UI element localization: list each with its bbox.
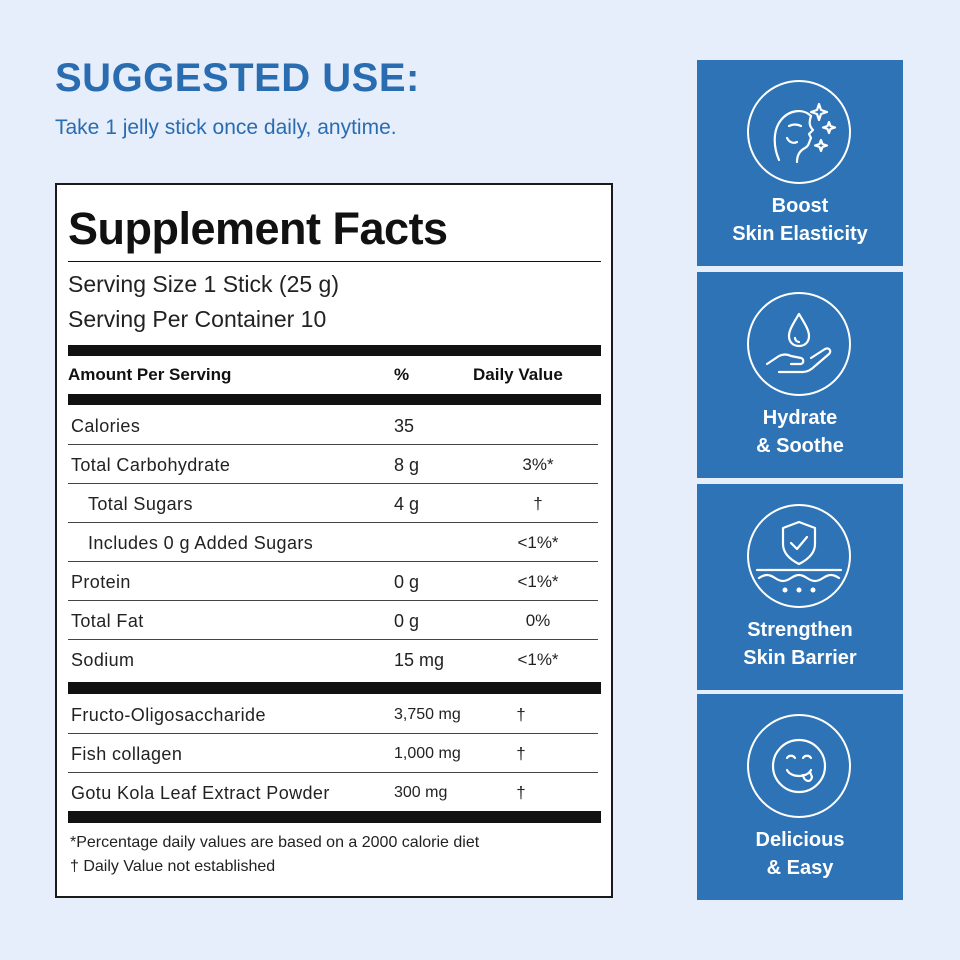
hand-droplet-icon bbox=[765, 312, 832, 374]
nutrient-amount: 0 g bbox=[394, 611, 420, 631]
nutrient-amount: 8 g bbox=[394, 455, 420, 475]
benefit-label: Hydrate & Soothe bbox=[697, 404, 903, 460]
benefit-label-line1: Hydrate bbox=[762, 407, 838, 429]
nutrient-row-sodium: Sodium 15 mg <1%* bbox=[68, 640, 598, 679]
ingredient-amount: 3,750 mg bbox=[394, 706, 461, 723]
benefit-label-line2: & Soothe bbox=[756, 435, 844, 457]
row-divider bbox=[68, 483, 598, 484]
benefit-icon-ring bbox=[747, 714, 851, 818]
ingredient-amount: 1,000 mg bbox=[394, 745, 461, 762]
nutrient-amount: 35 bbox=[394, 416, 415, 436]
shield-check-icon bbox=[755, 520, 843, 593]
benefit-tile-hydrate: Hydrate & Soothe bbox=[697, 272, 903, 478]
suggested-use-text: Take 1 jelly stick once daily, anytime. bbox=[55, 116, 397, 139]
nutrient-row-calories: Calories 35 bbox=[68, 406, 598, 445]
nutrient-amount: 15 mg bbox=[394, 650, 445, 670]
benefit-icon-ring bbox=[747, 80, 851, 184]
nutrient-name: Protein bbox=[71, 572, 131, 592]
benefit-label-line1: Strengthen bbox=[747, 619, 853, 641]
nutrient-amount: 0 g bbox=[394, 572, 420, 592]
benefit-label-line2: Skin Barrier bbox=[743, 647, 857, 669]
nutrient-daily-value: 0% bbox=[525, 611, 551, 630]
benefit-label-line2: Skin Elasticity bbox=[732, 223, 868, 245]
benefit-icon-ring bbox=[747, 504, 851, 608]
nutrient-daily-value: † bbox=[533, 494, 543, 513]
ingredient-amount: 300 mg bbox=[394, 784, 448, 801]
nutrient-daily-value: <1%* bbox=[517, 572, 559, 591]
thick-divider-bottom bbox=[68, 811, 601, 823]
nutrient-row-total-sugars: Total Sugars 4 g † bbox=[68, 484, 598, 523]
thick-divider-top bbox=[68, 345, 601, 356]
benefit-tile-skin-barrier: Strengthen Skin Barrier bbox=[697, 484, 903, 690]
title-divider bbox=[68, 261, 601, 262]
row-divider bbox=[68, 772, 598, 773]
nutrient-row-protein: Protein 0 g <1%* bbox=[68, 562, 598, 601]
header-amount-per-serving: Amount Per Serving bbox=[68, 365, 232, 384]
benefit-label: Delicious & Easy bbox=[697, 826, 903, 882]
benefit-label: Strengthen Skin Barrier bbox=[697, 616, 903, 672]
row-divider bbox=[68, 639, 598, 640]
nutrient-amount: 4 g bbox=[394, 494, 420, 514]
ingredient-daily-value: † bbox=[516, 744, 526, 763]
header-daily-value: Daily Value bbox=[473, 365, 563, 384]
nutrient-daily-value: 3%* bbox=[522, 455, 554, 474]
supplement-facts-panel: Supplement Facts Serving Size 1 Stick (2… bbox=[55, 183, 613, 898]
row-divider bbox=[68, 522, 598, 523]
servings-per-container: Serving Per Container 10 bbox=[68, 306, 327, 332]
nutrient-name: Total Sugars bbox=[88, 494, 193, 514]
row-divider bbox=[68, 733, 598, 734]
row-divider bbox=[68, 444, 598, 445]
ingredient-row-gotu-kola: Gotu Kola Leaf Extract Powder 300 mg † bbox=[68, 773, 598, 812]
ingredient-name: Fish collagen bbox=[71, 744, 183, 764]
benefit-label-line1: Boost bbox=[771, 195, 829, 217]
nutrient-name: Includes 0 g Added Sugars bbox=[88, 533, 314, 553]
header-percent: % bbox=[394, 365, 410, 384]
ingredient-name: Fructo-Oligosaccharide bbox=[71, 705, 266, 725]
face-sparkle-icon bbox=[773, 102, 837, 164]
smiley-tongue-icon bbox=[771, 738, 827, 794]
ingredient-row-fructo-oligosaccharide: Fructo-Oligosaccharide 3,750 mg † bbox=[68, 695, 598, 734]
nutrient-row-added-sugars: Includes 0 g Added Sugars <1%* bbox=[68, 523, 598, 562]
nutrient-name: Calories bbox=[71, 416, 141, 436]
row-divider bbox=[68, 600, 598, 601]
serving-size: Serving Size 1 Stick (25 g) bbox=[68, 271, 340, 297]
nutrient-name: Total Carbohydrate bbox=[71, 455, 231, 475]
footnote-dagger: † Daily Value not established bbox=[70, 858, 276, 875]
footnote-percentage: *Percentage daily values are based on a … bbox=[70, 834, 480, 851]
nutrient-row-total-carbohydrate: Total Carbohydrate 8 g 3%* bbox=[68, 445, 598, 484]
supplement-facts-title: Supplement Facts bbox=[68, 203, 448, 254]
benefit-tile-delicious: Delicious & Easy bbox=[697, 694, 903, 900]
nutrient-name: Total Fat bbox=[71, 611, 144, 631]
ingredient-name: Gotu Kola Leaf Extract Powder bbox=[71, 783, 330, 803]
nutrient-daily-value: <1%* bbox=[517, 650, 559, 669]
benefit-tile-skin-elasticity: Boost Skin Elasticity bbox=[697, 60, 903, 266]
benefit-label-line1: Delicious bbox=[755, 829, 845, 851]
ingredient-row-fish-collagen: Fish collagen 1,000 mg † bbox=[68, 734, 598, 773]
suggested-use-title: SUGGESTED USE: bbox=[55, 56, 420, 100]
thick-divider-header bbox=[68, 394, 601, 405]
thick-divider-middle bbox=[68, 682, 601, 694]
nutrient-row-total-fat: Total Fat 0 g 0% bbox=[68, 601, 598, 640]
benefit-label-line2: & Easy bbox=[766, 857, 834, 879]
benefit-icon-ring bbox=[747, 292, 851, 396]
nutrient-daily-value: <1%* bbox=[517, 533, 559, 552]
ingredient-daily-value: † bbox=[516, 783, 526, 802]
nutrient-name: Sodium bbox=[71, 650, 135, 670]
benefit-label: Boost Skin Elasticity bbox=[697, 192, 903, 248]
ingredient-daily-value: † bbox=[516, 705, 526, 724]
row-divider bbox=[68, 561, 598, 562]
